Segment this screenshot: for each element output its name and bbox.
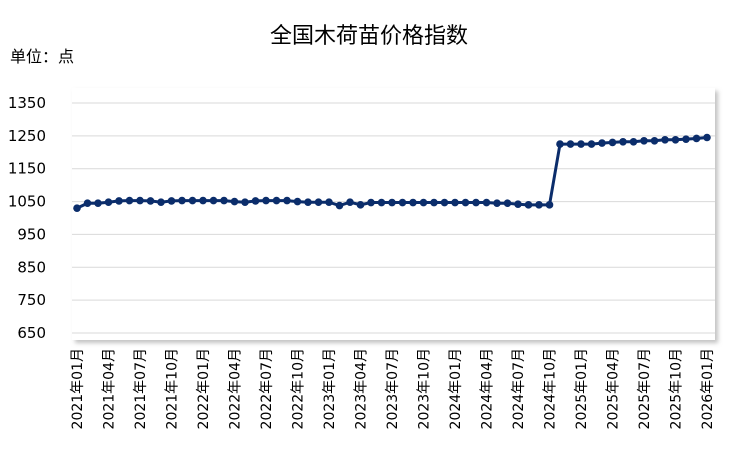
marker	[335, 201, 344, 210]
marker	[472, 198, 480, 207]
marker	[461, 198, 470, 207]
y-tick-label: 950	[17, 225, 46, 243]
marker	[167, 197, 176, 205]
y-tick-label: 1350	[8, 94, 46, 112]
y-tick-label: 650	[17, 324, 46, 342]
marker	[493, 199, 501, 208]
marker	[524, 201, 533, 209]
chart-title: 全国木荷苗价格指数	[270, 24, 468, 49]
marker	[230, 197, 239, 206]
x-tick-label: 2022年10月	[291, 348, 307, 429]
marker	[304, 198, 312, 207]
marker	[535, 201, 543, 209]
x-tick-label: 2022年07月	[259, 348, 275, 429]
marker	[377, 198, 386, 207]
x-tick-label: 2021年07月	[133, 348, 149, 429]
marker	[272, 196, 281, 205]
marker	[104, 198, 113, 207]
marker	[703, 133, 711, 142]
marker	[146, 197, 155, 205]
x-tick-label: 2024年10月	[543, 348, 559, 429]
marker	[314, 198, 323, 207]
marker	[409, 198, 417, 207]
marker	[629, 137, 638, 146]
marker	[283, 196, 291, 205]
marker	[682, 135, 690, 143]
marker	[241, 198, 249, 207]
marker	[83, 199, 92, 208]
marker	[346, 198, 354, 207]
marker	[440, 198, 449, 207]
marker	[671, 136, 680, 144]
x-tick-label: 2023年04月	[354, 348, 370, 429]
marker	[545, 201, 554, 209]
marker	[178, 196, 186, 205]
marker	[619, 137, 627, 146]
marker	[356, 201, 365, 209]
x-tick-label: 2025年01月	[574, 348, 590, 429]
marker	[482, 198, 491, 207]
x-tick-label: 2025年10月	[669, 348, 685, 429]
marker	[598, 139, 606, 147]
unit-label: 单位：点	[10, 47, 74, 66]
marker	[398, 198, 407, 207]
marker	[262, 196, 270, 205]
x-tick-label: 2024年04月	[480, 348, 496, 429]
marker	[661, 136, 669, 144]
y-tick-label: 1050	[8, 193, 46, 211]
marker	[566, 140, 575, 148]
marker	[388, 198, 396, 207]
marker	[73, 204, 81, 212]
marker	[692, 134, 701, 143]
x-tick-label: 2023年10月	[417, 348, 433, 429]
x-tick-label: 2026年01月	[700, 348, 716, 429]
marker	[125, 196, 134, 205]
x-tick-label: 2023年01月	[322, 348, 338, 429]
marker	[188, 196, 197, 205]
marker	[136, 196, 144, 205]
x-tick-label: 2021年04月	[102, 348, 118, 429]
x-tick-label: 2025年04月	[606, 348, 622, 429]
y-tick-label: 850	[17, 258, 46, 276]
marker	[325, 198, 333, 207]
y-tick-label: 750	[17, 291, 46, 309]
marker	[556, 140, 564, 148]
x-tick-label: 2025年07月	[637, 348, 653, 429]
x-tick-label: 2021年01月	[70, 348, 86, 429]
y-tick-label: 1150	[8, 160, 46, 178]
marker	[94, 199, 102, 208]
x-tick-label: 2022年01月	[196, 348, 212, 429]
marker	[451, 198, 459, 207]
marker	[419, 198, 428, 207]
marker	[209, 196, 218, 205]
marker	[367, 198, 375, 207]
marker	[650, 136, 659, 145]
marker	[115, 197, 123, 205]
x-tick-label: 2021年10月	[165, 348, 181, 429]
marker	[608, 138, 617, 147]
marker	[577, 140, 585, 148]
marker	[640, 136, 648, 145]
y-tick-label: 1250	[8, 127, 46, 145]
marker	[430, 198, 438, 207]
x-tick-label: 2023年07月	[385, 348, 401, 429]
marker	[503, 199, 512, 208]
plot-area	[72, 88, 715, 340]
marker	[293, 197, 302, 206]
x-tick-label: 2022年04月	[228, 348, 244, 429]
marker	[251, 197, 260, 205]
x-tick-label: 2024年07月	[511, 348, 527, 429]
marker	[587, 140, 596, 148]
x-tick-label: 2024年01月	[448, 348, 464, 429]
marker	[199, 196, 207, 205]
marker	[157, 198, 165, 207]
marker	[220, 196, 228, 205]
marker	[514, 200, 522, 208]
